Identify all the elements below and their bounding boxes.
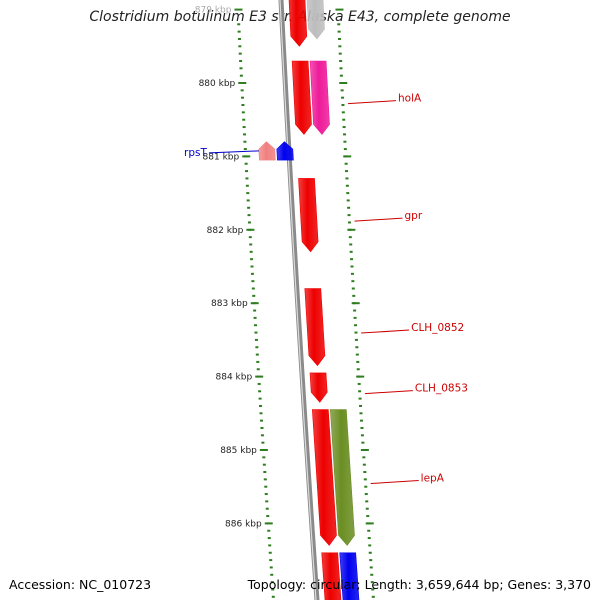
gene-gpr-leader [354, 217, 403, 222]
gene-top-grey-shape [306, 0, 325, 40]
gene-CLH_0853: CLH_0853 [309, 372, 468, 403]
gene-rpsT-label: rpsT [184, 147, 207, 159]
gene-lepA-label: lepA [421, 473, 445, 485]
topology-label: Topology: circular; Length: 3,659,644 bp… [247, 577, 591, 592]
gene-CLH_0852-shape [304, 288, 326, 367]
gene-rpsT: rpsT [184, 141, 276, 161]
tick-label: 881 kbp [203, 152, 240, 162]
gene-gpr-label: gpr [405, 210, 423, 222]
gene-CLH_0853-shape [309, 372, 328, 403]
gene-gpr: gpr [298, 178, 423, 253]
gene-gpr-shape [298, 178, 319, 253]
gene-bottom-red [321, 552, 342, 600]
gene-top-red-shape [288, 0, 308, 47]
tick-label: 883 kbp [211, 299, 248, 309]
gene-holA: holA [309, 60, 422, 135]
gene-holA-label: holA [398, 93, 422, 105]
gene-CLH_0852: CLH_0852 [304, 288, 464, 367]
gene-CLH_0853-label: CLH_0853 [415, 383, 468, 395]
tick-label: 880 kbp [199, 79, 236, 89]
backbone-highlight [279, 0, 317, 600]
tick-label: 884 kbp [216, 373, 253, 383]
tick-label: 879 kbp [195, 6, 232, 16]
tick-label: 886 kbp [225, 519, 262, 529]
backbone-line [278, 0, 320, 600]
gene-top-red [288, 0, 308, 47]
gene-holA-shape [309, 60, 330, 135]
gene-red-885-shape [311, 409, 337, 546]
gene-bottom-blue-shape [339, 552, 360, 600]
gene-rpsT-shape [258, 141, 276, 161]
gene-blue-881-shape [276, 141, 294, 161]
gene-CLH_0853-leader [364, 390, 413, 395]
gene-bottom-blue [339, 552, 360, 600]
gene-blue-881 [276, 141, 294, 161]
gene-CLH_0852-leader [361, 329, 410, 334]
accession-label: Accession: NC_010723 [9, 577, 152, 592]
gene-holA-leader [348, 100, 397, 105]
gene-red-880 [291, 60, 312, 135]
gene-rpsT-leader [208, 150, 259, 154]
gene-red-885 [311, 409, 337, 546]
tick-label: 882 kbp [207, 226, 244, 236]
gene-lepA: lepA [329, 409, 445, 546]
tick-label: 885 kbp [220, 446, 257, 456]
ruler-left-ticks [237, 23, 275, 598]
gene-CLH_0852-label: CLH_0852 [411, 322, 464, 334]
gene-lepA-leader [370, 480, 419, 485]
gene-top-grey [306, 0, 325, 40]
gene-lepA-shape [329, 409, 355, 546]
gene-bottom-red-shape [321, 552, 342, 600]
gene-red-880-shape [291, 60, 312, 135]
